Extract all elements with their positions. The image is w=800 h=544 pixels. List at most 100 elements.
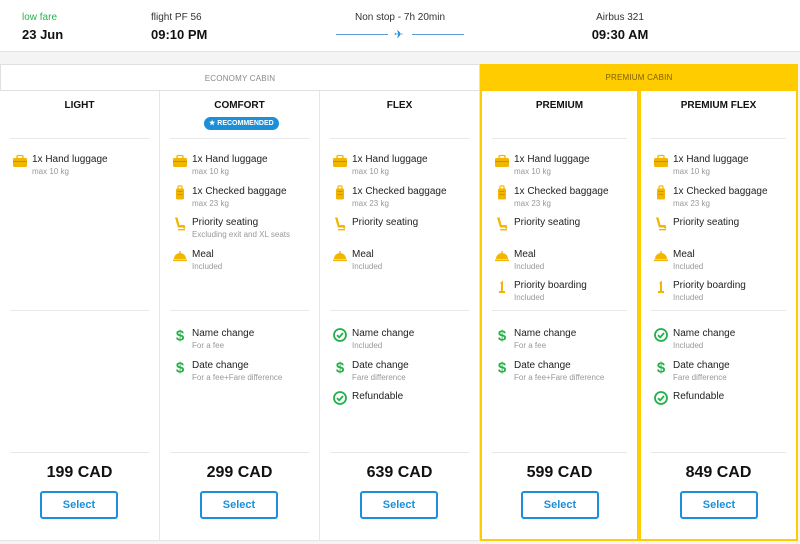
recommended-badge: ★ RECOMMENDED [204, 117, 279, 130]
checked-baggage-icon [494, 185, 510, 201]
feature-detail: Included [352, 341, 383, 350]
flight-date: 23 Jun [22, 27, 64, 42]
feature-name: 1x Hand luggage [352, 154, 428, 165]
arrival-time: 09:30 AM [591, 27, 649, 42]
feature-detail: For a fee+Fare difference [514, 373, 605, 382]
dollar-icon: $ [172, 327, 188, 345]
feature-detail: Included [514, 262, 545, 271]
meal-icon [494, 248, 510, 264]
fare-title: PREMIUM [535, 100, 584, 111]
dollar-icon: $ [494, 327, 510, 345]
feature-detail: max 23 kg [514, 199, 551, 208]
meal-icon [332, 248, 348, 264]
check-icon [653, 390, 669, 406]
feature-name: Date change [514, 360, 571, 371]
fare-price: 849 CAD [685, 464, 752, 481]
fare-title: COMFORT [214, 100, 265, 111]
fare-column-flex: FLEX 1x Hand luggage max 10 kg 1x Checked b… [320, 91, 480, 541]
feature-detail: Fare difference [673, 373, 727, 382]
svg-text:$: $ [657, 360, 666, 376]
feature-name: Meal [673, 249, 695, 260]
fare-price: 599 CAD [526, 464, 593, 481]
check-icon [653, 327, 669, 343]
seat-icon [653, 216, 669, 232]
feature-name: Date change [192, 360, 249, 371]
feature-detail: Fare difference [352, 373, 406, 382]
fare-column-premium: PREMIUM 1x Hand luggage max 10 kg 1x Checke… [480, 91, 639, 541]
feature-detail: max 10 kg [673, 167, 710, 176]
fare-price: 639 CAD [366, 464, 433, 481]
divider [170, 138, 309, 139]
checked-baggage-icon [653, 185, 669, 201]
priority-boarding-icon [494, 279, 510, 295]
divider [170, 310, 309, 311]
select-button[interactable]: Select [521, 491, 599, 519]
check-icon [332, 327, 348, 343]
select-button[interactable]: Select [200, 491, 278, 519]
dollar-icon: $ [494, 359, 510, 377]
departure-info: flight PF 56 09:10 PM [151, 12, 207, 42]
feature-detail: max 23 kg [192, 199, 229, 208]
hand-luggage-icon [12, 153, 28, 169]
divider [10, 138, 149, 139]
flight-number: flight PF 56 [151, 12, 202, 23]
feature-name: Meal [514, 249, 536, 260]
feature-detail: For a fee [192, 341, 225, 350]
check-icon [332, 390, 348, 406]
feature-name: Priority boarding [673, 280, 746, 291]
feature-detail: Included [673, 262, 704, 271]
feature-detail: For a fee [514, 341, 547, 350]
divider [330, 452, 469, 453]
seat-icon [332, 216, 348, 232]
feature-name: Priority seating [192, 217, 259, 228]
divider [10, 310, 149, 311]
checked-baggage-icon [332, 185, 348, 201]
feature-detail: Included [352, 262, 383, 271]
feature-detail: Included [514, 293, 545, 302]
feature-name: 1x Hand luggage [673, 154, 749, 165]
feature-detail: max 23 kg [352, 199, 389, 208]
hand-luggage-icon [172, 153, 188, 169]
stops-duration: Non stop - 7h 20min [354, 12, 446, 23]
feature-detail: Excluding exit and XL seats [192, 230, 290, 239]
seat-icon [494, 216, 510, 232]
select-button[interactable]: Select [680, 491, 758, 519]
feature-detail: For a fee+Fare difference [192, 373, 283, 382]
route-info: Non stop - 7h 20min ✈ [336, 12, 464, 41]
divider [651, 310, 786, 311]
feature-detail: max 10 kg [352, 167, 389, 176]
feature-name: 1x Checked baggage [514, 186, 609, 197]
feature-name: 1x Hand luggage [32, 154, 108, 165]
feature-name: Refundable [352, 391, 404, 402]
feature-name: Name change [673, 328, 736, 339]
feature-name: 1x Checked baggage [673, 186, 768, 197]
divider [170, 452, 309, 453]
arrival-info: Airbus 321 09:30 AM [590, 12, 650, 42]
feature-detail: max 10 kg [514, 167, 551, 176]
feature-name: Date change [673, 360, 730, 371]
fare-price: 199 CAD [46, 464, 113, 481]
fare-info: low fare 23 Jun [22, 12, 63, 42]
priority-boarding-icon [653, 279, 669, 295]
feature-name: Refundable [673, 391, 725, 402]
divider [492, 138, 627, 139]
feature-name: 1x Hand luggage [514, 154, 590, 165]
feature-name: Meal [192, 249, 214, 260]
premium-cabin-header: PREMIUM CABIN [480, 64, 798, 91]
svg-text:$: $ [176, 360, 185, 376]
feature-detail: Included [673, 293, 704, 302]
airplane-icon: ✈ [394, 29, 404, 41]
fare-table: ECONOMY CABIN PREMIUM CABIN LIGHT 1x Hand… [0, 64, 800, 544]
meal-icon [172, 248, 188, 264]
fare-column-premium-flex: PREMIUM FLEX 1x Hand luggage max 10 kg 1x C… [639, 91, 798, 541]
feature-name: Name change [192, 328, 255, 339]
select-button[interactable]: Select [360, 491, 438, 519]
feature-detail: Included [192, 262, 223, 271]
select-button[interactable]: Select [40, 491, 118, 519]
fare-column-light: LIGHT 1x Hand luggage max 10 kg 199 CAD Sele… [0, 91, 160, 541]
feature-name: Date change [352, 360, 409, 371]
star-icon: ★ [209, 120, 216, 127]
divider [492, 310, 627, 311]
fare-price: 299 CAD [206, 464, 273, 481]
feature-name: Priority seating [514, 217, 581, 228]
